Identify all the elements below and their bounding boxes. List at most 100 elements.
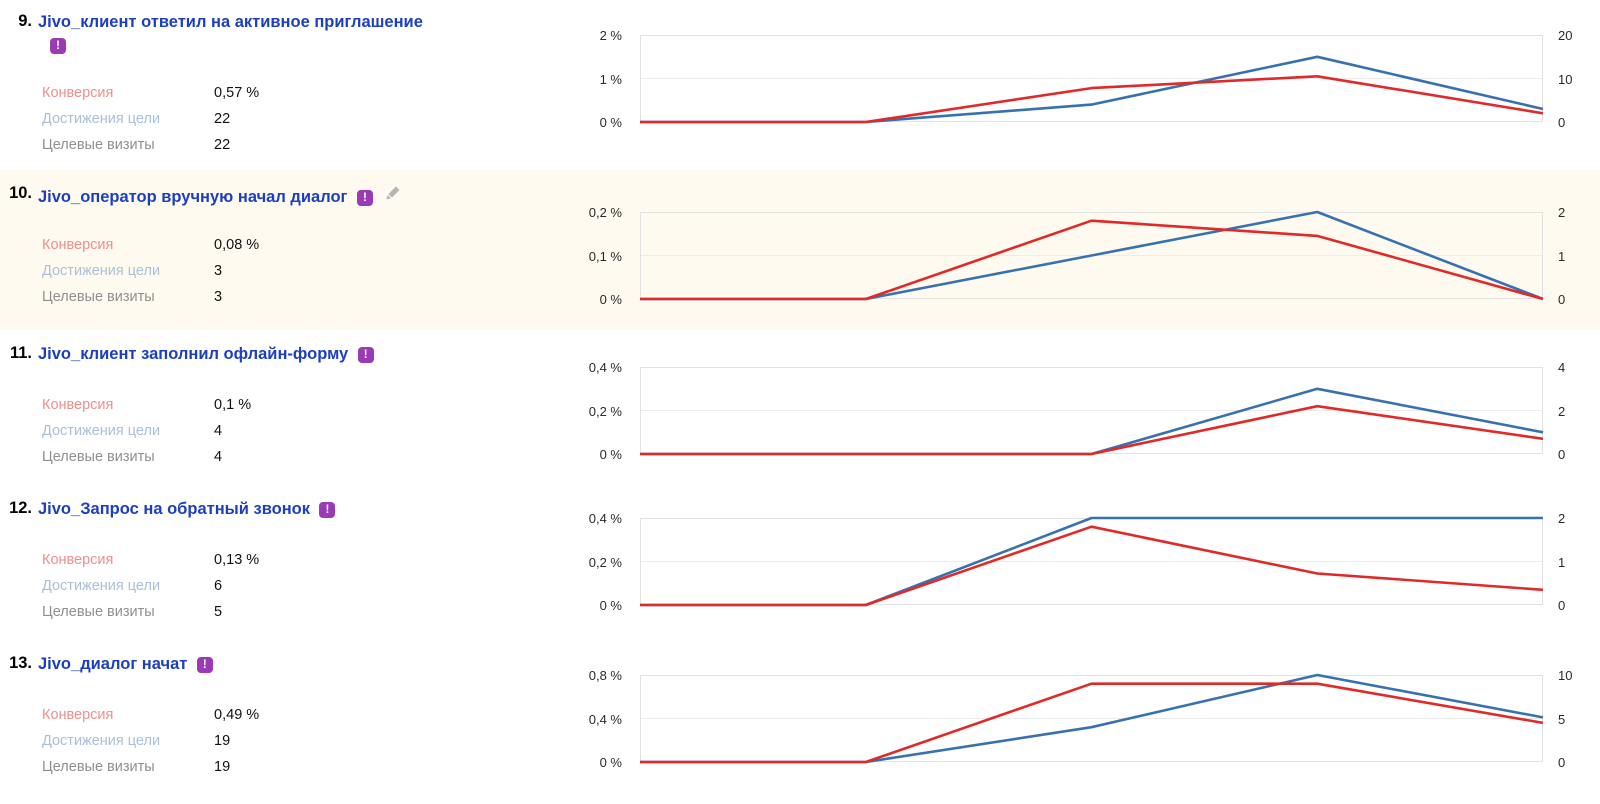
stat-conversion-row: Конверсия 0,13 % — [42, 547, 259, 573]
stat-value-conversion: 0,49 % — [214, 707, 260, 723]
goal-stats: Конверсия 0,13 % Достижения цели 6 Целев… — [42, 547, 259, 625]
stat-value-visits: 22 — [214, 137, 231, 153]
stat-label-reaches: Достижения цели — [42, 423, 161, 439]
stat-label-conversion: Конверсия — [42, 85, 114, 101]
goal-stats: Конверсия 0,49 % Достижения цели 19 Целе… — [42, 702, 259, 780]
axis-tick: 2 — [1558, 205, 1566, 220]
axis-tick: 0 — [1558, 292, 1566, 307]
axis-tick: 0,2 % — [588, 403, 622, 419]
stat-label-visits: Целевые визиты — [42, 759, 155, 775]
axis-tick: 2 — [1558, 511, 1566, 526]
goal-title-link[interactable]: Jivo_Запрос на обратный звонок — [38, 500, 311, 518]
goal-title-link[interactable]: Jivo_диалог начат — [38, 655, 188, 673]
goal-number: 12. — [9, 499, 32, 517]
goal-title-link[interactable]: Jivo_клиент ответил на активное приглаше… — [38, 13, 423, 31]
goal-title-link[interactable]: Jivo_клиент заполнил офлайн-форму — [38, 345, 349, 363]
stat-value-reaches: 3 — [214, 263, 223, 279]
goal-number: 13. — [9, 654, 32, 672]
axis-tick: 4 — [1558, 360, 1566, 375]
stat-value-visits: 4 — [214, 449, 223, 465]
goal-warning-badge-icon[interactable]: ! — [319, 502, 336, 518]
stat-label-reaches: Достижения цели — [42, 733, 161, 749]
axis-tick: 1 — [1558, 554, 1566, 570]
conversion-line-chart — [640, 516, 1544, 607]
axis-tick: 0,4 % — [588, 511, 622, 526]
stat-reaches-row: Достижения цели 4 — [42, 418, 251, 444]
stat-label-conversion: Конверсия — [42, 707, 114, 723]
stat-label-visits: Целевые визиты — [42, 604, 155, 620]
stat-value-reaches: 19 — [214, 733, 231, 749]
goal-chart: 0,4 % 0,2 % 0 % 4 2 0 — [0, 360, 1600, 462]
axis-tick: 0 — [1558, 447, 1566, 462]
conversion-line-chart — [640, 673, 1544, 764]
stat-conversion-row: Конверсия 0,08 % — [42, 232, 259, 258]
goal-chart: 0,4 % 0,2 % 0 % 2 1 0 — [0, 511, 1600, 613]
goal-title-link[interactable]: Jivo_оператор вручную начал диалог — [38, 188, 348, 206]
axis-tick: 2 — [1558, 403, 1566, 419]
stat-conversion-row: Конверсия 0,57 % — [42, 80, 259, 106]
goal-header: 12. Jivo_Запрос на обратный звонок ! — [0, 499, 520, 520]
axis-tick: 1 % — [599, 71, 622, 87]
axis-tick: 0 % — [599, 755, 622, 770]
axis-tick: 0,4 % — [588, 360, 622, 375]
goal-number: 10. — [9, 184, 32, 202]
axis-tick: 0 % — [599, 447, 622, 462]
goal-stats: Конверсия 0,57 % Достижения цели 22 Целе… — [42, 80, 259, 158]
goal-chart: 0,2 % 0,1 % 0 % 2 1 0 — [0, 205, 1600, 307]
axis-tick: 0,2 % — [588, 554, 622, 570]
chart-left-axis: 0,4 % 0,2 % 0 % — [540, 511, 622, 613]
axis-tick: 0,2 % — [588, 205, 622, 220]
stat-value-conversion: 0,57 % — [214, 85, 260, 101]
stat-value-visits: 3 — [214, 289, 223, 305]
axis-tick: 20 — [1558, 28, 1573, 43]
stat-label-visits: Целевые визиты — [42, 137, 155, 153]
stat-value-reaches: 4 — [214, 423, 223, 439]
goal-number: 11. — [9, 344, 32, 362]
chart-right-axis: 10 5 0 — [1558, 668, 1598, 770]
goal-header: 11. Jivo_клиент заполнил офлайн-форму ! — [0, 344, 520, 365]
stat-reaches-row: Достижения цели 19 — [42, 728, 259, 754]
axis-tick: 5 — [1558, 711, 1566, 727]
stat-label-conversion: Конверсия — [42, 397, 114, 413]
stat-conversion-row: Конверсия 0,1 % — [42, 392, 251, 418]
stat-reaches-row: Достижения цели 22 — [42, 106, 259, 132]
goal-row-13: 13. Jivo_диалог начат ! Конверсия 0,49 %… — [0, 640, 1600, 804]
chart-right-axis: 2 1 0 — [1558, 511, 1598, 613]
axis-tick: 0 — [1558, 598, 1566, 613]
conversion-line-chart — [640, 35, 1544, 124]
stat-visits-row: Целевые визиты 4 — [42, 444, 251, 470]
stat-value-visits: 5 — [214, 604, 223, 620]
axis-tick: 10 — [1558, 668, 1573, 683]
stat-visits-row: Целевые визиты 5 — [42, 599, 259, 625]
goal-stats: Конверсия 0,08 % Достижения цели 3 Целев… — [42, 232, 259, 310]
goal-header: 13. Jivo_диалог начат ! — [0, 654, 520, 675]
axis-tick: 2 % — [599, 28, 622, 43]
stat-label-reaches: Достижения цели — [42, 263, 161, 279]
axis-tick: 10 — [1558, 71, 1573, 87]
axis-tick: 0 % — [599, 115, 622, 130]
goal-row-12: 12. Jivo_Запрос на обратный звонок ! Кон… — [0, 485, 1600, 640]
axis-tick: 0,8 % — [588, 668, 622, 683]
stat-label-reaches: Достижения цели — [42, 111, 161, 127]
stat-visits-row: Целевые визиты 3 — [42, 284, 259, 310]
goal-title-wrap: Jivo_клиент ответил на активное приглаше… — [38, 12, 423, 54]
stat-reaches-row: Достижения цели 6 — [42, 573, 259, 599]
goal-warning-badge-icon[interactable]: ! — [50, 38, 66, 54]
goal-warning-badge-icon[interactable]: ! — [357, 347, 374, 363]
conversion-line-chart — [640, 210, 1544, 301]
stat-label-reaches: Достижения цели — [42, 578, 161, 594]
chart-left-axis: 0,4 % 0,2 % 0 % — [540, 360, 622, 462]
stat-visits-row: Целевые визиты 19 — [42, 754, 259, 780]
goal-row-10: 10. Jivo_оператор вручную начал диалог !… — [0, 170, 1600, 330]
chart-right-axis: 4 2 0 — [1558, 360, 1598, 462]
stat-label-conversion: Конверсия — [42, 237, 114, 253]
stat-label-conversion: Конверсия — [42, 552, 114, 568]
chart-left-axis: 0,2 % 0,1 % 0 % — [540, 205, 622, 307]
stat-value-visits: 19 — [214, 759, 231, 775]
goal-row-11: 11. Jivo_клиент заполнил офлайн-форму ! … — [0, 330, 1600, 485]
goal-warning-badge-icon[interactable]: ! — [356, 190, 373, 206]
axis-tick: 0 — [1558, 115, 1566, 130]
edit-pencil-icon[interactable] — [385, 184, 402, 206]
goal-warning-badge-icon[interactable]: ! — [196, 657, 213, 673]
stat-label-visits: Целевые визиты — [42, 449, 155, 465]
